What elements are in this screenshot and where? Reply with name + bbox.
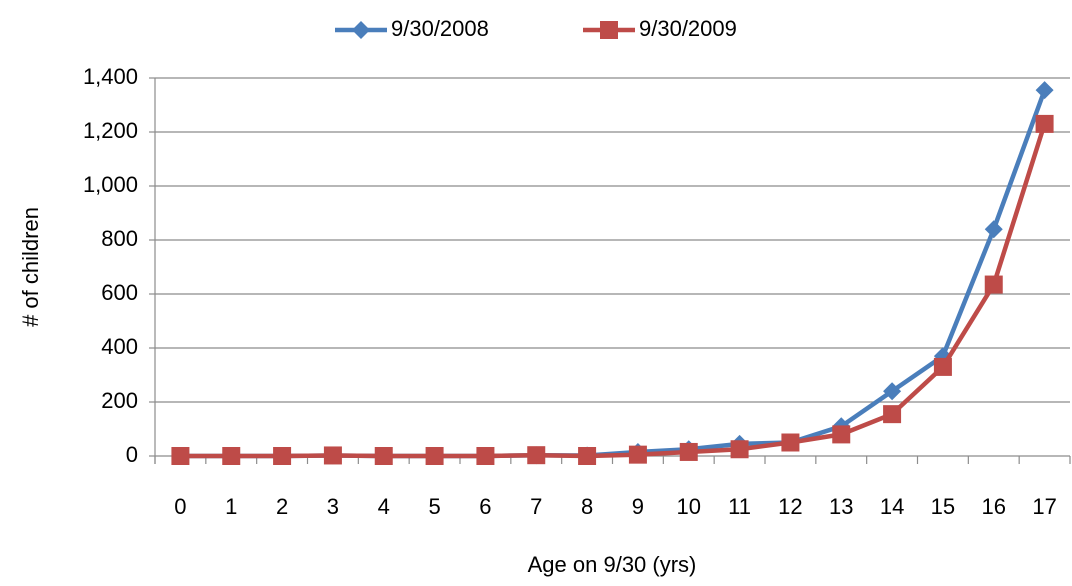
point [984, 275, 1003, 294]
point [832, 425, 851, 444]
y-tick-label: 0 [126, 442, 138, 467]
point [171, 447, 190, 465]
point [352, 21, 370, 39]
point [425, 447, 444, 465]
x-tick-label: 6 [479, 494, 491, 519]
point [323, 446, 342, 465]
y-tick-label: 600 [101, 280, 138, 305]
x-tick-label: 17 [1032, 494, 1056, 519]
point [628, 445, 647, 464]
point [1035, 114, 1054, 133]
point [600, 21, 618, 39]
point [984, 220, 1003, 239]
x-tick-label: 10 [677, 494, 701, 519]
point [883, 405, 902, 424]
x-tick-label: 4 [378, 494, 390, 519]
x-tick-label: 3 [327, 494, 339, 519]
point [527, 446, 546, 465]
x-tick-label: 14 [880, 494, 904, 519]
x-tick-label: 15 [931, 494, 955, 519]
point [933, 357, 952, 376]
x-tick-label: 2 [276, 494, 288, 519]
point [578, 447, 597, 465]
series-line [180, 89, 1047, 459]
point [374, 447, 393, 465]
point [883, 382, 902, 401]
x-tick-label: 5 [428, 494, 440, 519]
point [273, 447, 292, 465]
series-line [180, 123, 1047, 459]
y-tick-label: 1,200 [83, 118, 138, 143]
point [222, 447, 241, 465]
point [476, 447, 495, 465]
y-tick-label: 1,000 [83, 172, 138, 197]
x-tick-label: 0 [174, 494, 186, 519]
y-axis-label: # of children [18, 207, 43, 327]
x-tick-label: 16 [982, 494, 1006, 519]
y-tick-label: 800 [101, 226, 138, 251]
x-tick-label: 12 [778, 494, 802, 519]
point [679, 442, 698, 461]
x-axis-label: Age on 9/30 (yrs) [528, 552, 697, 577]
y-tick-label: 200 [101, 388, 138, 413]
x-tick-label: 1 [225, 494, 237, 519]
x-tick-label: 11 [728, 494, 751, 519]
x-tick-label: 9 [632, 494, 644, 519]
x-tick-label: 13 [829, 494, 853, 519]
x-tick-label: 8 [581, 494, 593, 519]
point [730, 440, 749, 459]
point [1035, 81, 1054, 100]
legend-label: 9/30/2009 [639, 16, 737, 41]
x-tick-label: 7 [530, 494, 542, 519]
point [781, 433, 800, 452]
y-tick-label: 1,400 [83, 64, 138, 89]
legend-label: 9/30/2008 [391, 16, 489, 41]
y-tick-label: 400 [101, 334, 138, 359]
